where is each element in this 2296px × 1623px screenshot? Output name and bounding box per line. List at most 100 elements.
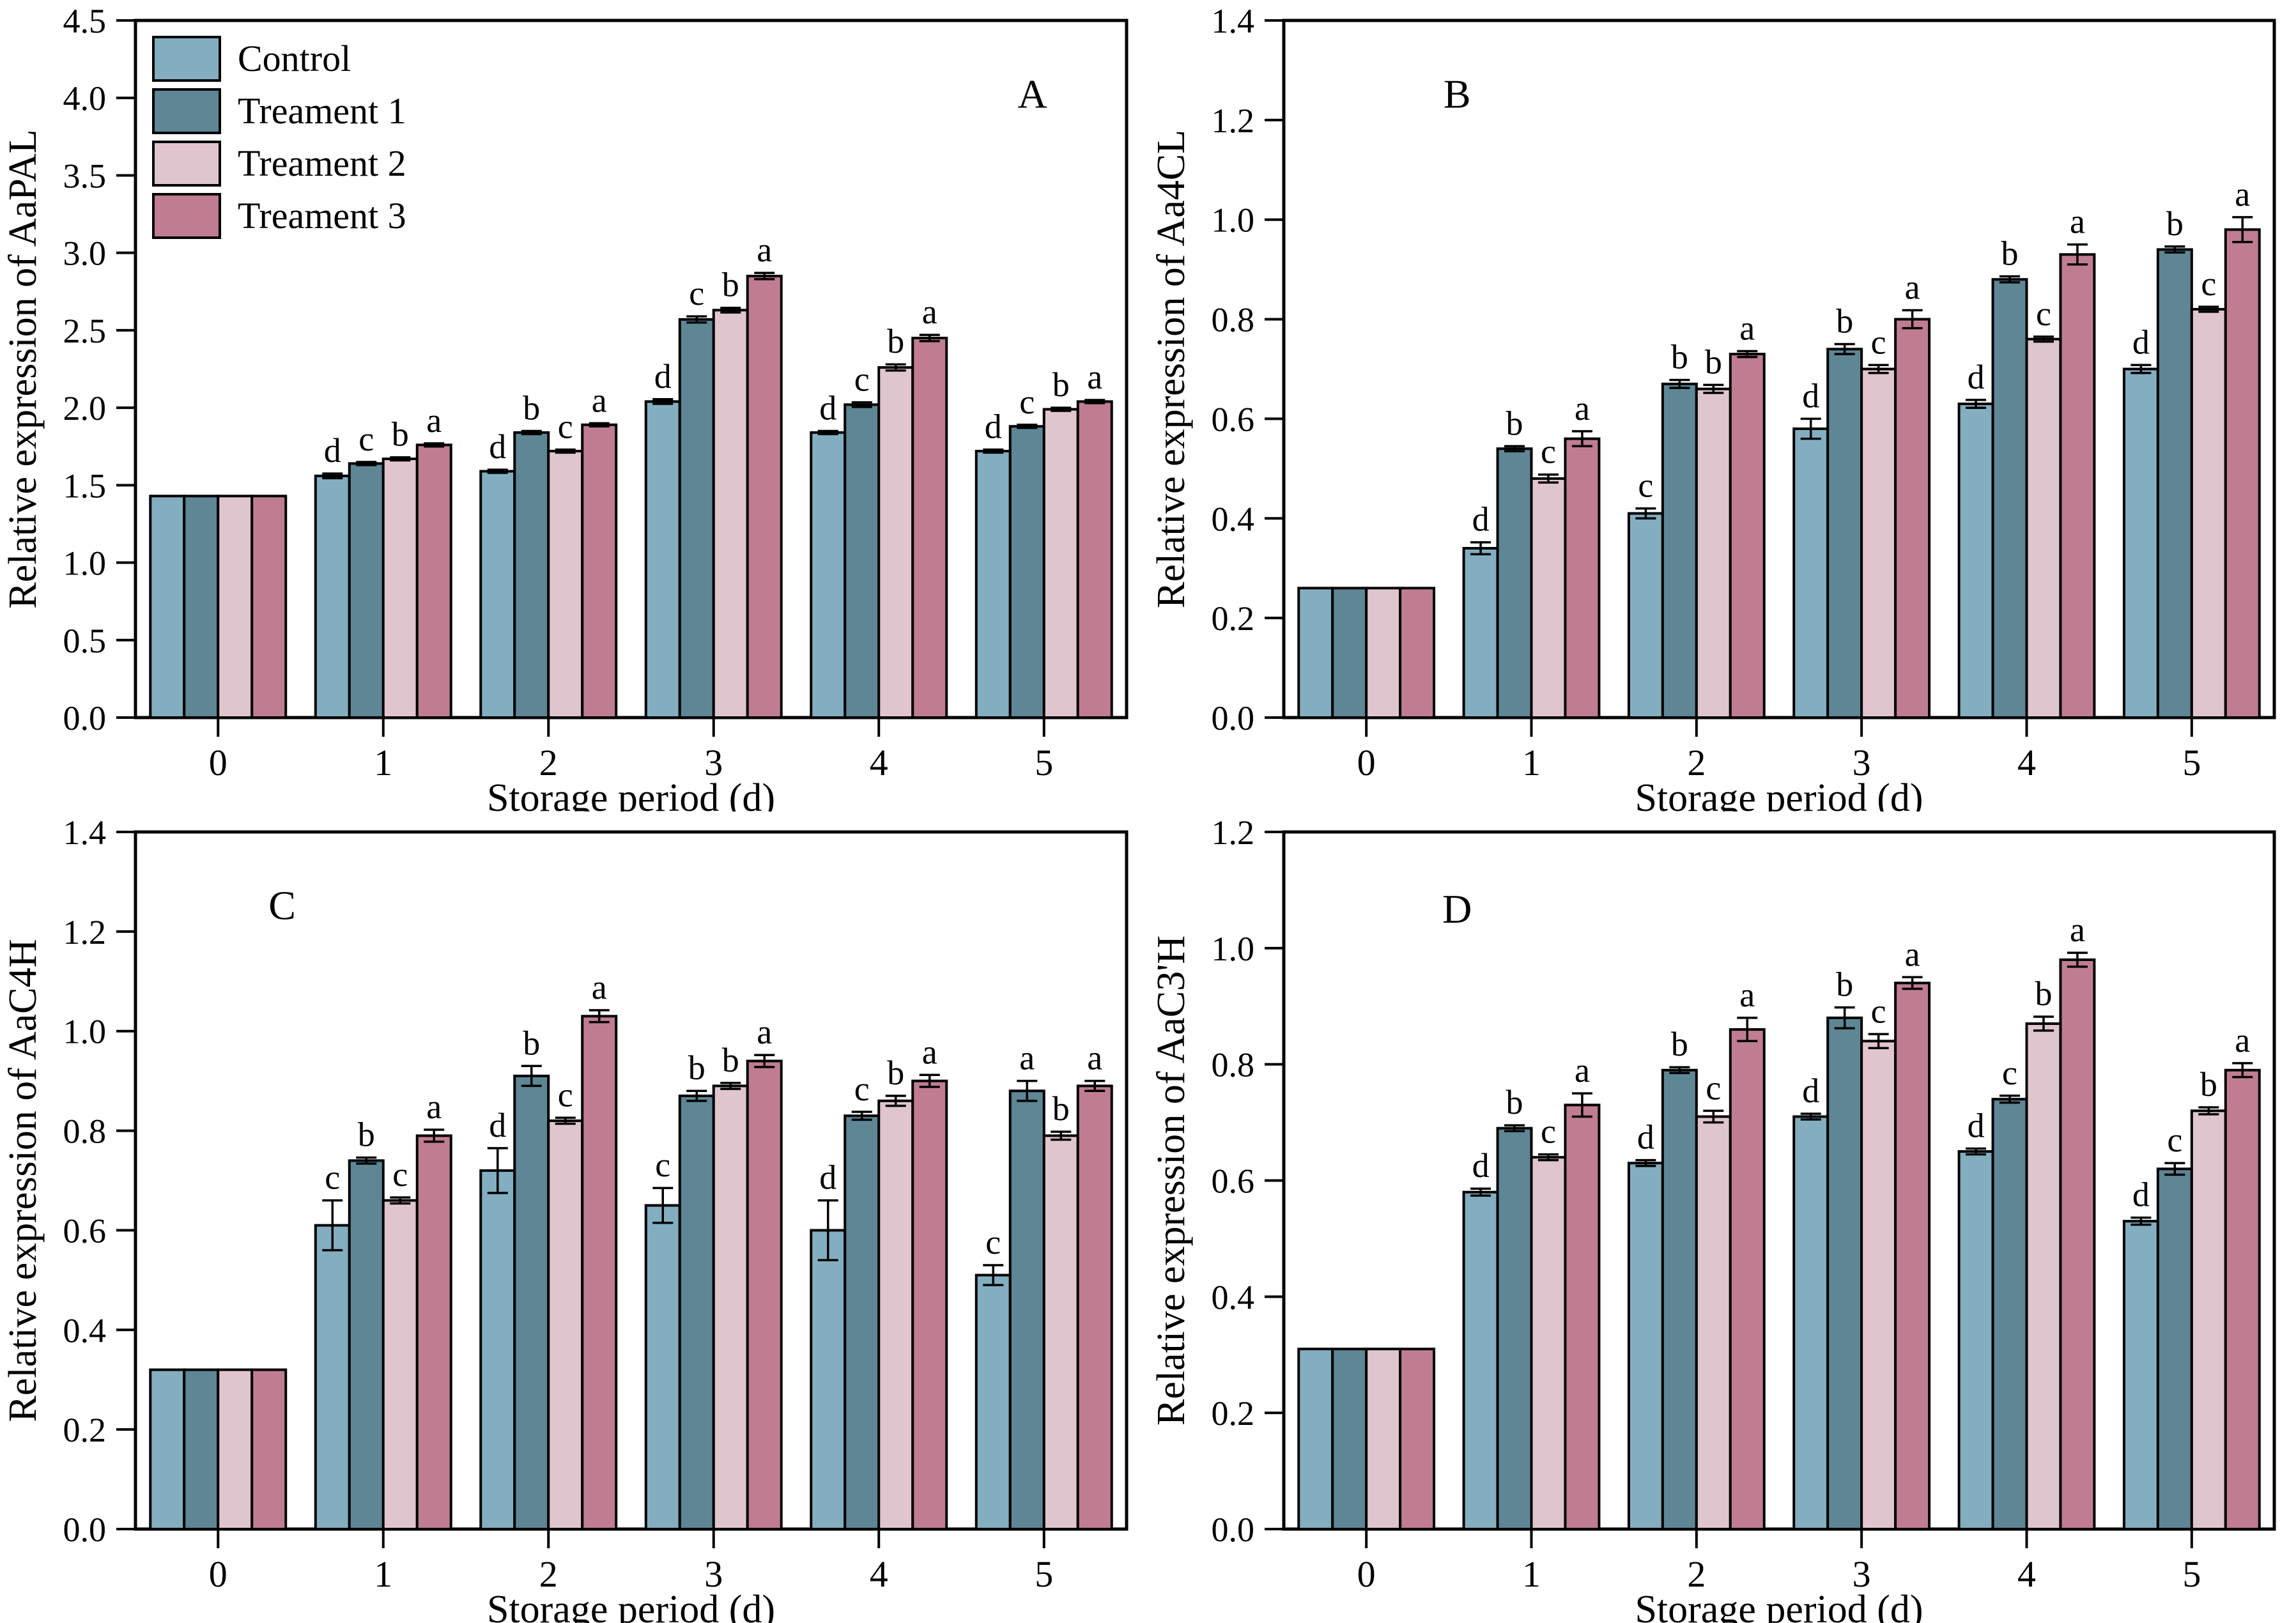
sig-letter: b xyxy=(392,415,409,454)
legend-label-treatment-3: Treament 3 xyxy=(238,195,406,237)
bar xyxy=(381,458,419,719)
bar xyxy=(1530,1156,1567,1530)
sig-letter: c xyxy=(558,408,573,446)
sig-letter: b xyxy=(887,1054,904,1092)
sig-letter: b xyxy=(2166,204,2184,243)
x-tick-label: 0 xyxy=(1357,1553,1376,1595)
sig-letter: a xyxy=(426,401,442,440)
y-tick-label: 2.0 xyxy=(63,389,107,427)
sig-letter: b xyxy=(722,1041,739,1079)
plot-border xyxy=(134,19,1129,719)
y-tick-label: 0.8 xyxy=(1212,301,1255,339)
sig-letter: b xyxy=(358,1116,375,1154)
sig-letter: a xyxy=(1019,1039,1035,1077)
y-tick-label: 0.2 xyxy=(1212,599,1255,638)
bar xyxy=(1399,587,1436,719)
bar xyxy=(348,462,385,719)
legend-label-control: Control xyxy=(238,38,351,80)
bar xyxy=(1894,981,1931,1530)
sig-letter: a xyxy=(1575,389,1590,427)
panel-A-chart: 0.0 0.5 1.0 1.5 2.0 2.5 3.0 3.5 4.0 4.5 0 1 2 3 4 5 Stor… xyxy=(1,2,1129,811)
bar xyxy=(1042,1134,1079,1531)
bar xyxy=(644,1204,681,1530)
sig-letter: b xyxy=(887,322,904,360)
sig-letter: c xyxy=(392,1155,408,1194)
bar xyxy=(183,1368,220,1531)
legend-swatch-treatment-1 xyxy=(152,88,221,134)
legend: Control Treament 1 Treament 2 Treament 3 xyxy=(152,36,406,239)
sig-letter: c xyxy=(1871,323,1886,361)
sig-letter: c xyxy=(2167,1121,2182,1159)
x-tick-label: 1 xyxy=(374,742,392,783)
sig-letter: d xyxy=(819,388,836,427)
panel-A: 0.0 0.5 1.0 1.5 2.0 2.5 3.0 3.5 4.0 4.5 0 1 2 3 4 5 Stor… xyxy=(0,0,1148,811)
x-axis-title: Storage period (d) xyxy=(1635,1588,1923,1623)
y-tick-label: 1.4 xyxy=(1212,2,1255,40)
bar xyxy=(1297,587,1334,719)
panel-letter: C xyxy=(268,882,296,928)
bar xyxy=(2025,337,2062,719)
bar xyxy=(183,495,220,719)
x-tick-label: 2 xyxy=(539,742,558,783)
x-axis-title: Storage period (d) xyxy=(487,776,775,811)
x-tick-label: 3 xyxy=(704,742,723,783)
bar xyxy=(381,1199,419,1530)
sig-letter: c xyxy=(1541,433,1556,471)
y-tick-label: 1.5 xyxy=(63,466,107,505)
bar xyxy=(2190,1109,2227,1530)
sig-letter: c xyxy=(655,1146,670,1184)
sig-letter: d xyxy=(489,1106,506,1144)
sig-letter: a xyxy=(1739,976,1755,1014)
legend-label-treatment-2: Treament 2 xyxy=(238,142,406,185)
sig-letter: b xyxy=(2001,235,2019,273)
sig-letter: c xyxy=(2036,295,2051,333)
bar xyxy=(1661,1068,1698,1530)
y-tick-label: 0.4 xyxy=(63,1311,107,1350)
sig-letter: a xyxy=(426,1088,442,1126)
sig-letter: b xyxy=(1705,342,1722,381)
y-tick-label: 3.5 xyxy=(63,157,107,195)
legend-swatch-control xyxy=(152,36,221,82)
bar xyxy=(1792,427,1830,719)
bar xyxy=(1991,1098,2028,1530)
y-tick-label: 4.0 xyxy=(63,79,107,118)
panel-C: 0.0 0.2 0.4 0.6 0.8 1.0 1.2 1.4 0 1 2 3 4 5 Storage pe… xyxy=(0,811,1148,1623)
y-tick-label: 2.5 xyxy=(63,312,107,350)
bar xyxy=(2156,248,2193,719)
sig-letter: a xyxy=(2235,175,2250,213)
bar xyxy=(1957,403,1994,719)
panel-D-chart: 0.0 0.2 0.4 0.6 0.8 1.0 1.2 0 1 2 3 4 5 Storage perio… xyxy=(1150,813,2276,1623)
sig-letter: a xyxy=(1575,1051,1590,1089)
bar xyxy=(2059,253,2096,719)
bar xyxy=(314,1224,351,1531)
bar xyxy=(975,449,1012,719)
bar xyxy=(712,1084,749,1530)
panel-letter: A xyxy=(1018,71,1047,116)
legend-swatch-treatment-3 xyxy=(152,193,221,239)
bar xyxy=(314,474,351,719)
plot-border xyxy=(134,830,1129,1531)
bar xyxy=(1076,1084,1113,1530)
panel-letter: B xyxy=(1444,71,1471,116)
y-tick-label: 3.0 xyxy=(63,235,107,273)
bar xyxy=(678,318,715,719)
legend-item-treatment-1: Treament 1 xyxy=(152,88,406,134)
bar xyxy=(2025,1022,2062,1530)
x-tick-label: 4 xyxy=(870,1553,888,1595)
sig-letter: c xyxy=(1638,466,1653,505)
sig-letter: c xyxy=(689,274,704,312)
sig-letter: b xyxy=(1052,365,1070,404)
sig-letter: c xyxy=(1541,1112,1556,1151)
x-tick-label: 5 xyxy=(1035,742,1053,783)
y-tick-label: 1.2 xyxy=(1212,813,1255,852)
sig-letter: b xyxy=(722,266,739,304)
sig-letter: b xyxy=(523,388,540,427)
sig-letter: b xyxy=(2200,1065,2217,1104)
sig-letter: b xyxy=(1506,404,1523,442)
bar xyxy=(513,1074,550,1531)
bar xyxy=(1860,367,1897,719)
x-tick-label: 1 xyxy=(1522,1553,1541,1595)
sig-letter: d xyxy=(819,1158,836,1197)
bar xyxy=(1564,1104,1601,1530)
